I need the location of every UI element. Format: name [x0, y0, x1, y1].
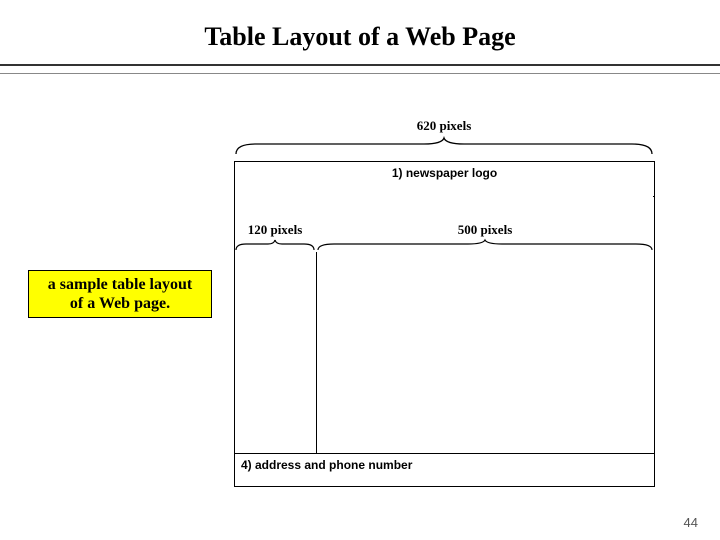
dimension-label-total: 620 pixels [234, 118, 654, 134]
callout-line1: a sample table layout [35, 275, 205, 294]
slide-number: 44 [684, 515, 698, 530]
brace-total-width [234, 136, 654, 156]
callout-box: a sample table layout of a Web page. [28, 270, 212, 318]
dimension-label-right-col: 500 pixels [316, 222, 654, 238]
title-separator-top [0, 64, 720, 66]
dimension-label-left-col: 120 pixels [234, 222, 316, 238]
brace-right-col [316, 238, 654, 252]
page-title: Table Layout of a Web Page [0, 22, 720, 52]
brace-left-col [234, 238, 316, 252]
cell-footer: 4) address and phone number [235, 454, 655, 487]
callout-line2: of a Web page. [35, 294, 205, 313]
title-separator-bottom [0, 73, 720, 74]
